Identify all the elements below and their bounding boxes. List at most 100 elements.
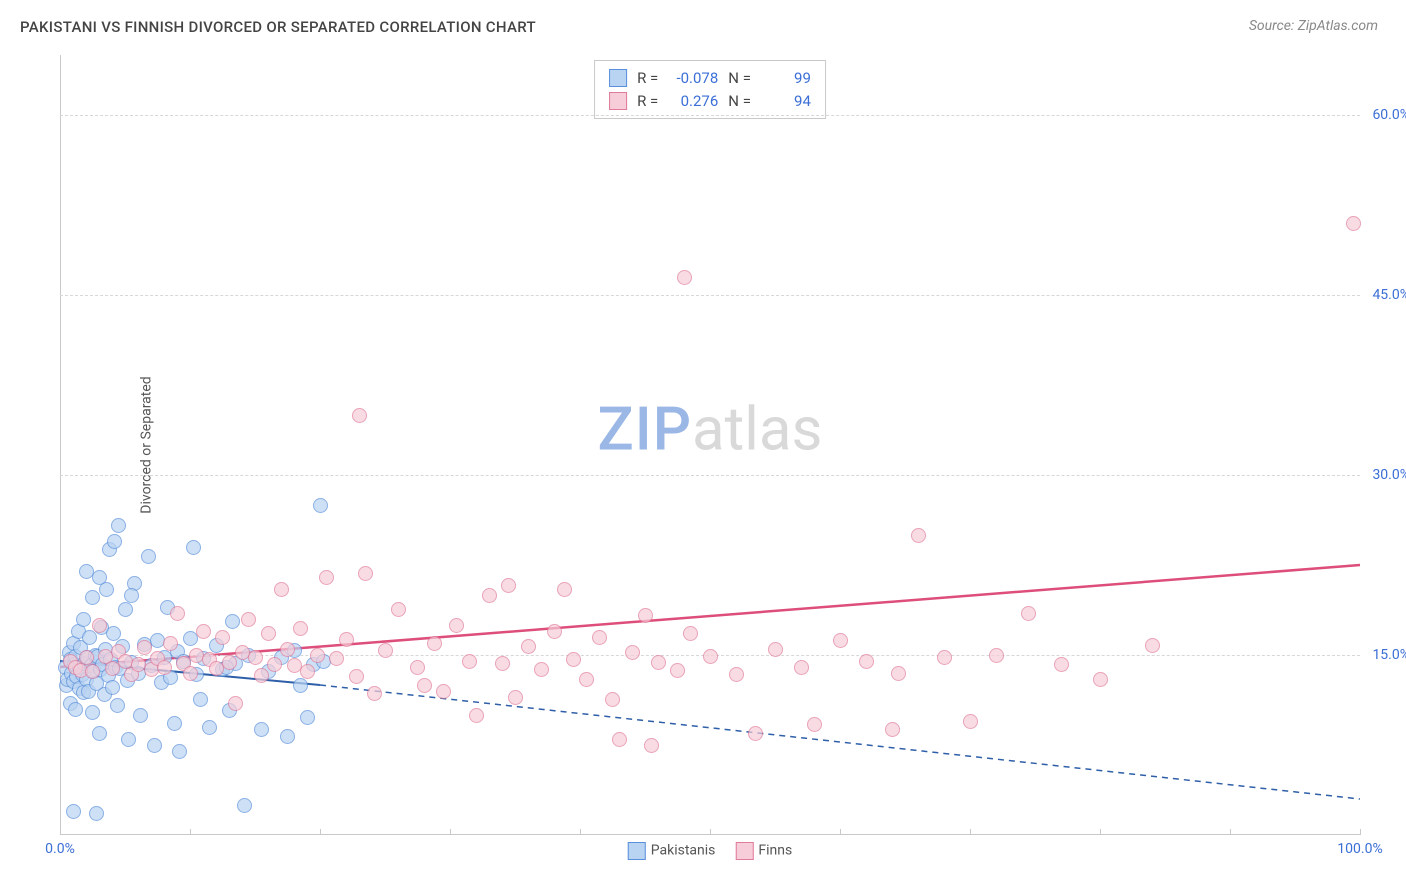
scatter-point-pakistanis [172, 744, 187, 759]
scatter-point-finns [521, 639, 536, 654]
scatter-point-finns [495, 656, 510, 671]
scatter-point-finns [319, 570, 334, 585]
scatter-point-pakistanis [186, 540, 201, 555]
y-axis-label: Divorced or Separated [139, 376, 155, 513]
scatter-point-finns [534, 662, 549, 677]
scatter-point-pakistanis [76, 612, 91, 627]
x-tick-label: 100.0% [1337, 841, 1382, 857]
scatter-point-finns [566, 652, 581, 667]
gridline-h [60, 475, 1360, 476]
scatter-point-finns [703, 649, 718, 664]
scatter-point-finns [508, 690, 523, 705]
scatter-point-finns [1054, 657, 1069, 672]
scatter-point-finns [352, 408, 367, 423]
scatter-point-finns [911, 528, 926, 543]
scatter-point-pakistanis [92, 726, 107, 741]
x-tick [970, 829, 971, 835]
chart-title: PAKISTANI VS FINNISH DIVORCED OR SEPARAT… [20, 18, 536, 36]
scatter-point-finns [349, 669, 364, 684]
scatter-point-pakistanis [237, 798, 252, 813]
n-value-finns: 94 [761, 90, 811, 113]
legend-bottom: Pakistanis Finns [628, 842, 793, 860]
scatter-point-finns [267, 657, 282, 672]
scatter-point-pakistanis [105, 680, 120, 695]
scatter-point-finns [254, 668, 269, 683]
x-tick [580, 829, 581, 835]
legend-swatch-finns [735, 842, 753, 860]
gridline-h [60, 295, 1360, 296]
scatter-point-finns [1093, 672, 1108, 687]
scatter-point-finns [339, 632, 354, 647]
scatter-point-pakistanis [118, 602, 133, 617]
stats-row-finns: R = 0.276 N = 94 [609, 90, 811, 113]
scatter-point-pakistanis [133, 708, 148, 723]
trend-line [320, 685, 1360, 799]
scatter-point-finns [378, 643, 393, 658]
scatter-point-finns [310, 648, 325, 663]
scatter-point-finns [989, 648, 1004, 663]
chart-container: PAKISTANI VS FINNISH DIVORCED OR SEPARAT… [0, 0, 1406, 892]
r-label: R = [637, 90, 658, 113]
scatter-point-finns [137, 640, 152, 655]
y-tick-label: 45.0% [1372, 287, 1406, 303]
scatter-point-finns [427, 636, 442, 651]
stats-row-pakistanis: R = -0.078 N = 99 [609, 67, 811, 90]
plot-area: Divorced or Separated ZIPatlas R = -0.07… [60, 55, 1360, 835]
scatter-point-finns [462, 654, 477, 669]
scatter-point-finns [358, 566, 373, 581]
scatter-point-finns [937, 650, 952, 665]
scatter-point-pakistanis [141, 549, 156, 564]
scatter-point-finns [859, 654, 874, 669]
scatter-point-pakistanis [85, 705, 100, 720]
scatter-point-finns [79, 650, 94, 665]
legend-label-pakistanis: Pakistanis [651, 843, 716, 859]
scatter-point-pakistanis [66, 804, 81, 819]
legend-item-pakistanis: Pakistanis [628, 842, 716, 860]
scatter-point-finns [557, 582, 572, 597]
x-tick [840, 829, 841, 835]
scatter-point-pakistanis [167, 716, 182, 731]
scatter-point-finns [248, 650, 263, 665]
scatter-point-finns [807, 717, 822, 732]
scatter-point-finns [670, 663, 685, 678]
scatter-point-finns [410, 660, 425, 675]
scatter-point-pakistanis [147, 738, 162, 753]
watermark: ZIPatlas [598, 394, 823, 465]
swatch-pakistanis [609, 69, 627, 87]
x-tick [450, 829, 451, 835]
r-value-finns: 0.276 [668, 90, 718, 113]
scatter-point-finns [1145, 638, 1160, 653]
scatter-point-finns [300, 664, 315, 679]
trend-lines-layer [60, 55, 1360, 835]
r-label: R = [637, 67, 658, 90]
scatter-point-pakistanis [99, 582, 114, 597]
scatter-point-pakistanis [202, 720, 217, 735]
scatter-point-pakistanis [107, 534, 122, 549]
scatter-point-finns [683, 626, 698, 641]
scatter-point-finns [729, 667, 744, 682]
scatter-point-finns [329, 651, 344, 666]
n-value-pakistanis: 99 [761, 67, 811, 90]
scatter-point-finns [436, 684, 451, 699]
x-tick [710, 829, 711, 835]
scatter-point-pakistanis [193, 692, 208, 707]
x-tick-label: 0.0% [45, 841, 75, 857]
x-tick [60, 829, 61, 835]
watermark-light: atlas [692, 394, 822, 465]
scatter-point-finns [92, 618, 107, 633]
legend-swatch-pakistanis [628, 842, 646, 860]
x-tick [190, 829, 191, 835]
scatter-point-pakistanis [300, 710, 315, 725]
x-tick [1100, 829, 1101, 835]
swatch-finns [609, 92, 627, 110]
scatter-point-finns [651, 655, 666, 670]
scatter-point-finns [592, 630, 607, 645]
x-tick [1230, 829, 1231, 835]
scatter-point-pakistanis [111, 518, 126, 533]
scatter-point-finns [768, 642, 783, 657]
scatter-point-finns [293, 621, 308, 636]
scatter-point-finns [228, 696, 243, 711]
scatter-point-finns [449, 618, 464, 633]
watermark-bold: ZIP [598, 394, 692, 465]
scatter-point-finns [280, 642, 295, 657]
